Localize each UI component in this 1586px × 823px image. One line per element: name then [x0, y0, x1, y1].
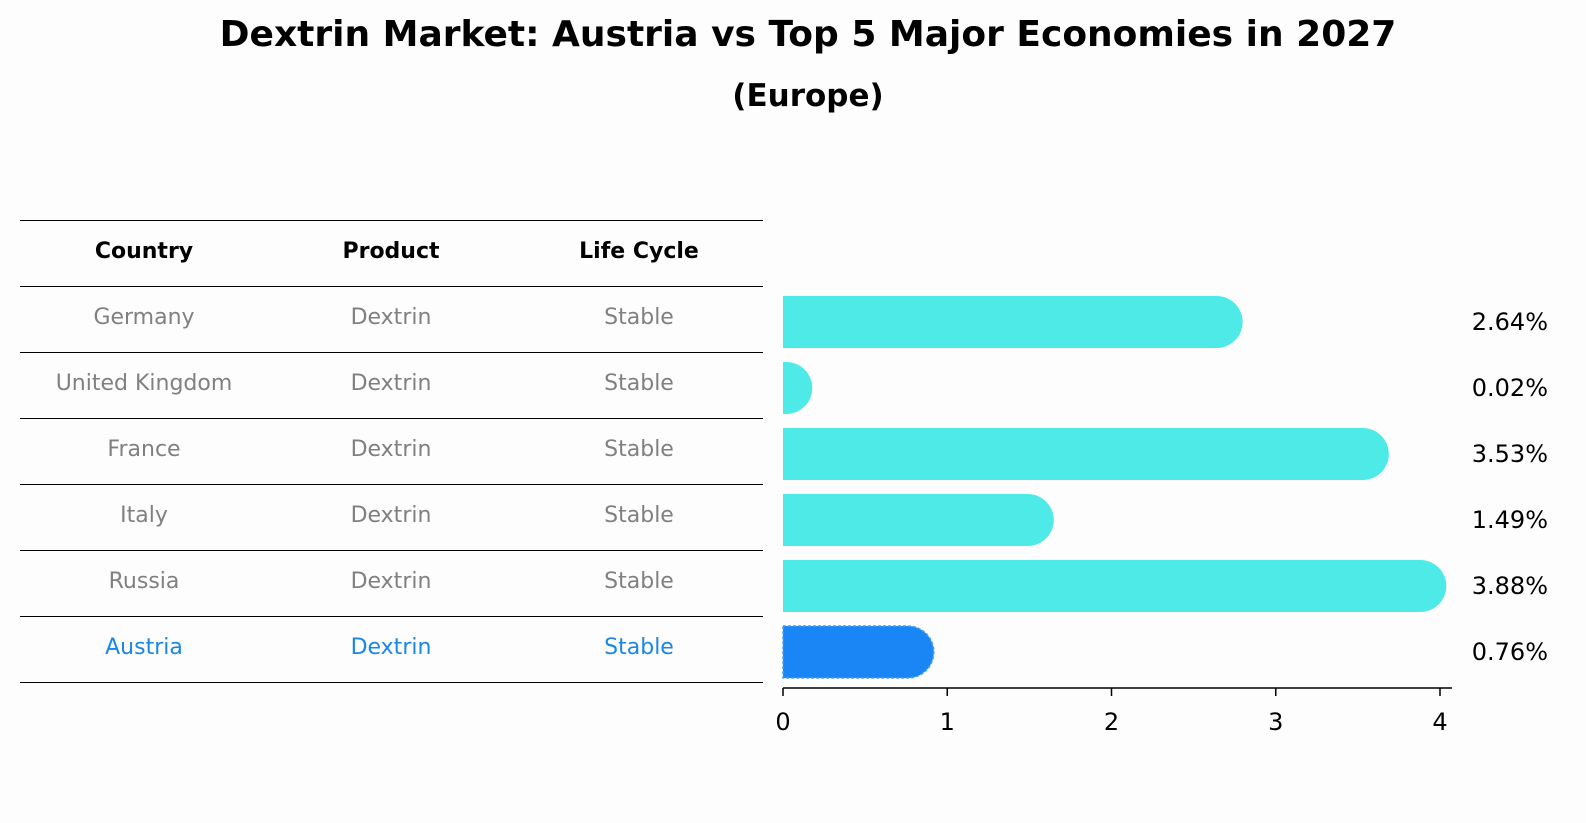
- table-header-product: Product: [342, 239, 440, 264]
- chart-subtitle: (Europe): [732, 78, 884, 114]
- table-header-life-cycle: Life Cycle: [579, 239, 699, 264]
- table-cell-country: Italy: [120, 503, 168, 528]
- bar: [783, 296, 1243, 348]
- table-cell-life-cycle: Stable: [604, 305, 674, 330]
- table-cell-country-highlight: Austria: [105, 635, 183, 660]
- x-tick-label: 0: [775, 708, 790, 736]
- table-cell-product: Dextrin: [350, 437, 432, 462]
- table-cell-product: Dextrin: [350, 503, 432, 528]
- table-rule: [20, 352, 763, 353]
- table-cell-product: Dextrin: [350, 371, 432, 396]
- table-rule-bottom: [20, 682, 763, 683]
- x-tick-label: 4: [1432, 708, 1447, 736]
- x-tick-label: 3: [1268, 708, 1283, 736]
- x-tick-label: 2: [1104, 708, 1119, 736]
- table-rule: [20, 484, 763, 485]
- bar: [783, 494, 1054, 546]
- table-cell-country: Germany: [93, 305, 195, 330]
- table-cell-life-cycle: Stable: [604, 437, 674, 462]
- bar: [783, 560, 1447, 612]
- table-rule-header: [20, 286, 763, 287]
- bar-value-label: 2.64%: [1472, 308, 1548, 336]
- table-cell-product: Dextrin: [350, 569, 432, 594]
- bar-value-label: 0.76%: [1472, 638, 1548, 666]
- table-header-country: Country: [94, 239, 194, 264]
- table-cell-life-cycle: Stable: [604, 569, 674, 594]
- bar-highlight: [782, 625, 935, 679]
- table-rule-top: [20, 220, 763, 221]
- table-cell-life-cycle-highlight: Stable: [604, 635, 674, 660]
- table-cell-life-cycle: Stable: [604, 503, 674, 528]
- bar-value-label: 3.88%: [1472, 572, 1548, 600]
- bar-value-label: 3.53%: [1472, 440, 1548, 468]
- table-cell-life-cycle: Stable: [604, 371, 674, 396]
- table-cell-product: Dextrin: [350, 305, 432, 330]
- table-rule: [20, 616, 763, 617]
- chart-title: Dextrin Market: Austria vs Top 5 Major E…: [219, 14, 1397, 55]
- bar: [783, 428, 1389, 480]
- bar-value-label: 1.49%: [1472, 506, 1548, 534]
- table-rule: [20, 418, 763, 419]
- table-cell-product-highlight: Dextrin: [350, 635, 432, 660]
- x-tick-label: 1: [940, 708, 955, 736]
- bar: [783, 362, 813, 414]
- bar-value-label: 0.02%: [1472, 374, 1548, 402]
- table-cell-country: Russia: [108, 569, 180, 594]
- table-rule: [20, 550, 763, 551]
- table-cell-country: United Kingdom: [55, 371, 233, 396]
- table-cell-country: France: [107, 437, 181, 462]
